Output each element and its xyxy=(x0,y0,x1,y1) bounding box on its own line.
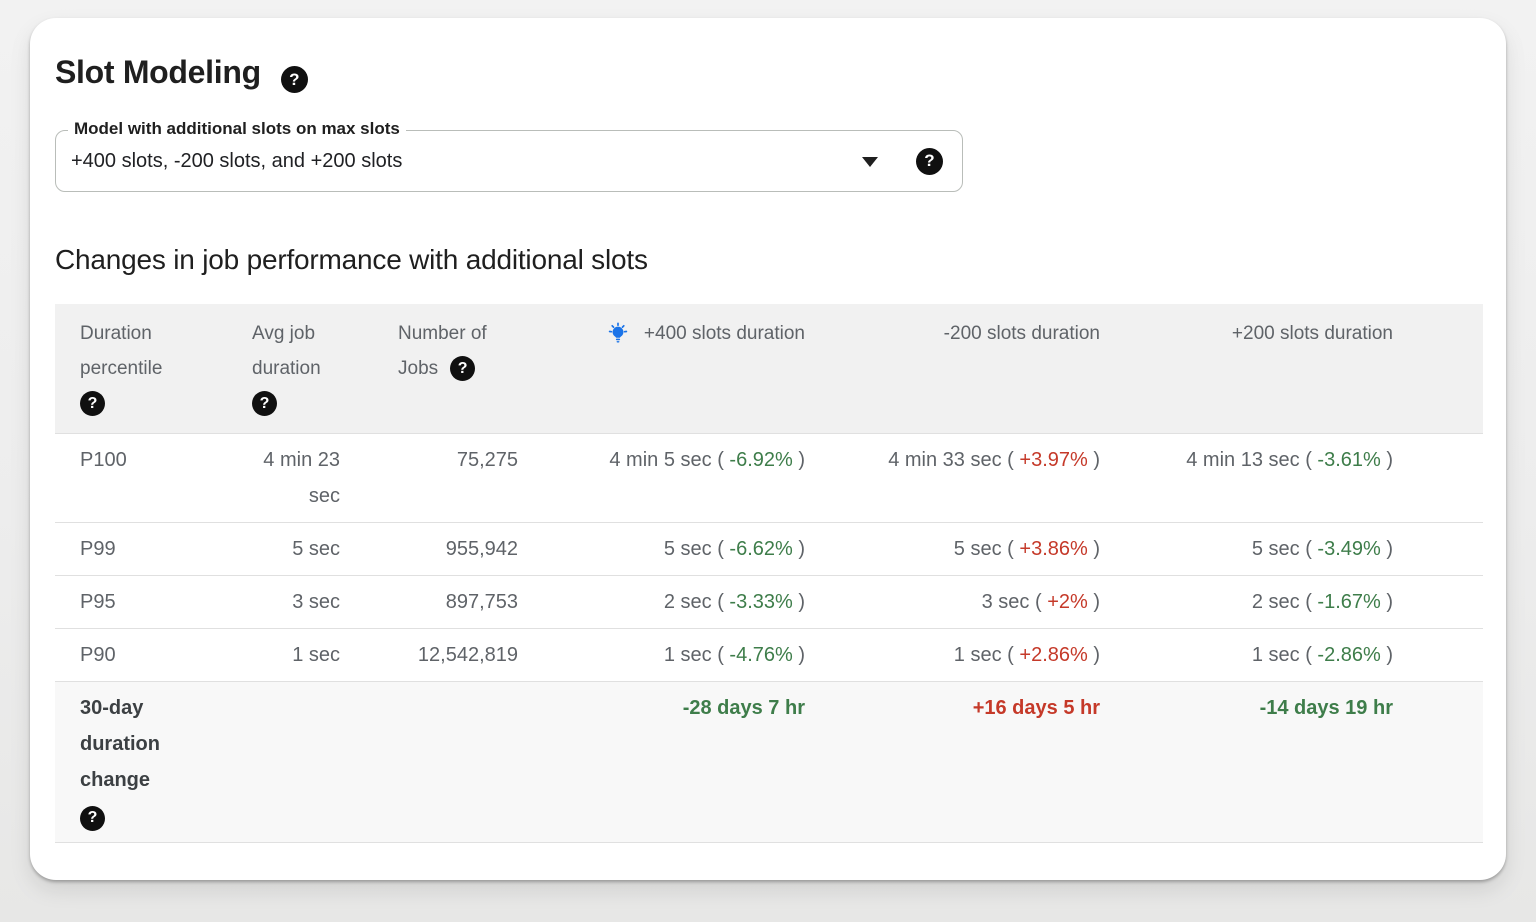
num-jobs-cell: 75,275 xyxy=(345,433,523,523)
percentile-cell: P95 xyxy=(55,575,230,629)
summary-row-30-day-duration-change: 30-day duration change ? -28 days 7 hr +… xyxy=(55,681,1483,843)
table-row-p100: P100 4 min 23 sec 75,275 4 min 5 sec ( -… xyxy=(55,433,1483,523)
table-row-p90: P90 1 sec 12,542,819 1 sec ( -4.76% ) 1 … xyxy=(55,628,1483,682)
title-row: Slot Modeling ? xyxy=(55,54,1506,93)
col-avg-job-duration: Avg job duration ? xyxy=(230,304,345,434)
help-icon[interactable]: ? xyxy=(252,391,277,416)
help-icon[interactable]: ? xyxy=(280,66,308,93)
plus200-cell: 2 sec ( -1.67% ) xyxy=(1105,575,1483,629)
col-minus200-duration: -200 slots duration xyxy=(810,304,1105,434)
plus200-cell: 5 sec ( -3.49% ) xyxy=(1105,522,1483,576)
num-jobs-cell: 955,942 xyxy=(345,522,523,576)
num-jobs-cell: 897,753 xyxy=(345,575,523,629)
summary-plus400-cell: -28 days 7 hr xyxy=(523,681,810,843)
num-jobs-cell: 12,542,819 xyxy=(345,628,523,682)
table-row-p95: P95 3 sec 897,753 2 sec ( -3.33% ) 3 sec… xyxy=(55,575,1483,629)
empty-cell xyxy=(345,681,523,843)
help-icon[interactable]: ? xyxy=(80,391,105,416)
section-title: Changes in job performance with addition… xyxy=(55,244,648,275)
plus400-cell: 2 sec ( -3.33% ) xyxy=(523,575,810,629)
help-icon[interactable]: ? xyxy=(80,805,105,831)
summary-minus200-cell: +16 days 5 hr xyxy=(810,681,1105,843)
table-row-p99: P99 5 sec 955,942 5 sec ( -6.62% ) 5 sec… xyxy=(55,522,1483,576)
percentile-cell: P99 xyxy=(55,522,230,576)
select-value: +400 slots, -200 slots, and +200 slots xyxy=(71,149,403,172)
lightbulb-tip-icon xyxy=(608,322,628,342)
plus400-cell: 5 sec ( -6.62% ) xyxy=(523,522,810,576)
summary-plus200-cell: -14 days 19 hr xyxy=(1105,681,1483,843)
select-label: Model with additional slots on max slots xyxy=(68,119,406,139)
slot-modeling-card: Slot Modeling ? Model with additional sl… xyxy=(30,18,1506,880)
minus200-cell: 1 sec ( +2.86% ) xyxy=(810,628,1105,682)
plus200-cell: 4 min 13 sec ( -3.61% ) xyxy=(1105,433,1483,523)
summary-label-cell: 30-day duration change ? xyxy=(55,681,230,843)
help-icon[interactable]: ? xyxy=(916,147,943,175)
percentile-cell: P90 xyxy=(55,628,230,682)
col-number-of-jobs: Number of Jobs? xyxy=(345,304,523,434)
avg-duration-cell: 1 sec xyxy=(230,628,345,682)
empty-cell xyxy=(230,681,345,843)
table-header-row: Duration percentile ? Avg job duration ?… xyxy=(55,304,1483,434)
minus200-cell: 5 sec ( +3.86% ) xyxy=(810,522,1105,576)
plus200-cell: 1 sec ( -2.86% ) xyxy=(1105,628,1483,682)
plus400-cell: 1 sec ( -4.76% ) xyxy=(523,628,810,682)
percentile-cell: P100 xyxy=(55,433,230,523)
col-plus200-duration: +200 slots duration xyxy=(1105,304,1483,434)
avg-duration-cell: 3 sec xyxy=(230,575,345,629)
avg-duration-cell: 4 min 23 sec xyxy=(230,433,345,523)
plus400-cell: 4 min 5 sec ( -6.92% ) xyxy=(523,433,810,523)
help-icon[interactable]: ? xyxy=(450,356,476,382)
minus200-cell: 4 min 33 sec ( +3.97% ) xyxy=(810,433,1105,523)
col-plus400-duration: +400 slots duration xyxy=(523,304,810,434)
performance-table: Duration percentile ? Avg job duration ?… xyxy=(55,304,1483,843)
page-title: Slot Modeling xyxy=(55,54,261,90)
model-slots-select[interactable]: Model with additional slots on max slots… xyxy=(55,119,963,192)
avg-duration-cell: 5 sec xyxy=(230,522,345,576)
col-duration-percentile: Duration percentile ? xyxy=(55,304,230,434)
minus200-cell: 3 sec ( +2% ) xyxy=(810,575,1105,629)
dropdown-arrow-icon xyxy=(862,157,878,167)
